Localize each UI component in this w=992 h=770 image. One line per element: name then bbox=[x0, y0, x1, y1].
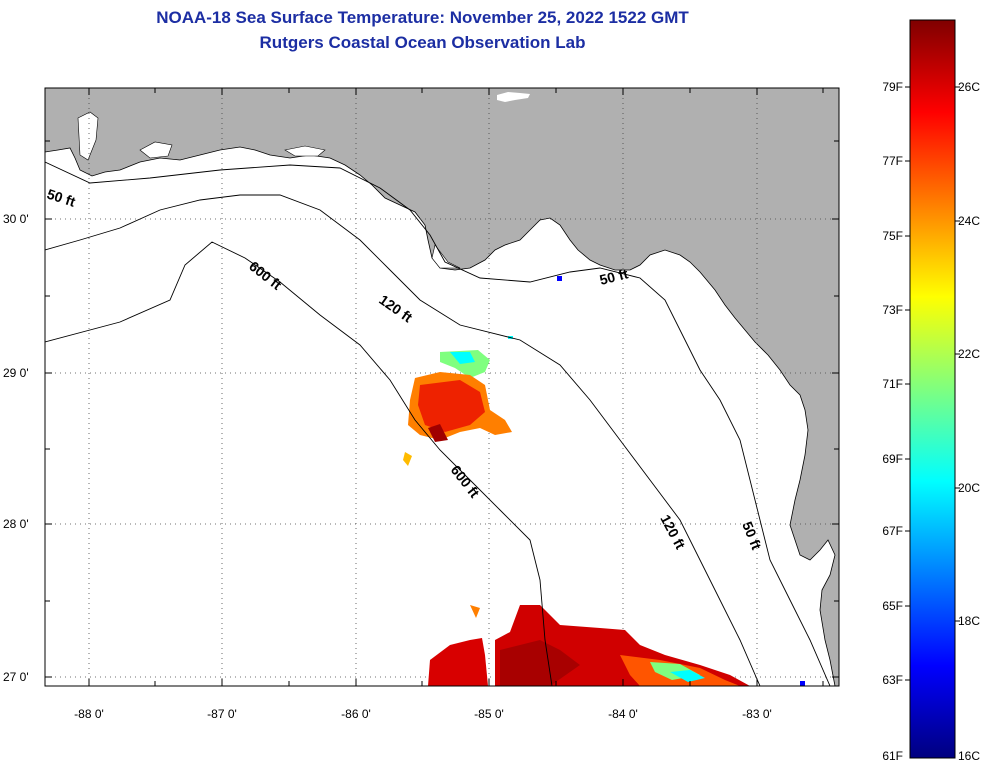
colorbar-gradient bbox=[909, 19, 956, 759]
lat-label-29: 29 0' bbox=[3, 366, 29, 380]
colorbar-ticks bbox=[905, 86, 960, 681]
lon-label-85: -85 0' bbox=[474, 707, 504, 721]
lon-label-88: -88 0' bbox=[74, 707, 104, 721]
colorbar-c-16: 16C bbox=[958, 749, 980, 763]
colorbar-f-69: 69F bbox=[882, 452, 903, 466]
lat-label-27: 27 0' bbox=[3, 670, 29, 684]
map-frame bbox=[44, 87, 840, 687]
colorbar-f-63: 63F bbox=[882, 673, 903, 687]
colorbar-f-71: 71F bbox=[882, 377, 903, 391]
bathymetry-contours bbox=[45, 161, 831, 686]
lat-label-30: 30 0' bbox=[3, 212, 29, 226]
contour-label-50ft-east: 50 ft bbox=[598, 265, 630, 288]
colorbar-f-65: 65F bbox=[882, 599, 903, 613]
colorbar-c-22: 22C bbox=[958, 347, 980, 361]
sst-data bbox=[403, 276, 805, 686]
bay-choctawhatchee bbox=[284, 145, 326, 157]
land-mass bbox=[45, 88, 839, 686]
lon-label-86: -86 0' bbox=[341, 707, 371, 721]
colorbar-c-18: 18C bbox=[958, 614, 980, 628]
colorbar-f-77: 77F bbox=[882, 154, 903, 168]
lon-label-84: -84 0' bbox=[608, 707, 638, 721]
bay-mobile bbox=[77, 111, 99, 161]
colorbar-c-24: 24C bbox=[958, 214, 980, 228]
colorbar-f-75: 75F bbox=[882, 229, 903, 243]
lon-label-87: -87 0' bbox=[207, 707, 237, 721]
colorbar-f-67: 67F bbox=[882, 524, 903, 538]
lat-label-28: 28 0' bbox=[3, 517, 29, 531]
title-line-2: Rutgers Coastal Ocean Observation Lab bbox=[259, 33, 586, 52]
colorbar-c-20: 20C bbox=[958, 481, 980, 495]
title-line-1: NOAA-18 Sea Surface Temperature: Novembe… bbox=[156, 8, 689, 27]
bay-pensacola bbox=[139, 141, 173, 159]
tick-marks bbox=[45, 88, 839, 686]
colorbar: 79F 77F 75F 73F 71F 69F 67F 65F 63F 61F … bbox=[882, 19, 980, 763]
colorbar-f-79: 79F bbox=[882, 80, 903, 94]
colorbar-f-73: 73F bbox=[882, 303, 903, 317]
colorbar-c-26: 26C bbox=[958, 80, 980, 94]
lon-label-83: -83 0' bbox=[742, 707, 772, 721]
lake bbox=[497, 92, 530, 102]
colorbar-f-61: 61F bbox=[882, 749, 903, 763]
